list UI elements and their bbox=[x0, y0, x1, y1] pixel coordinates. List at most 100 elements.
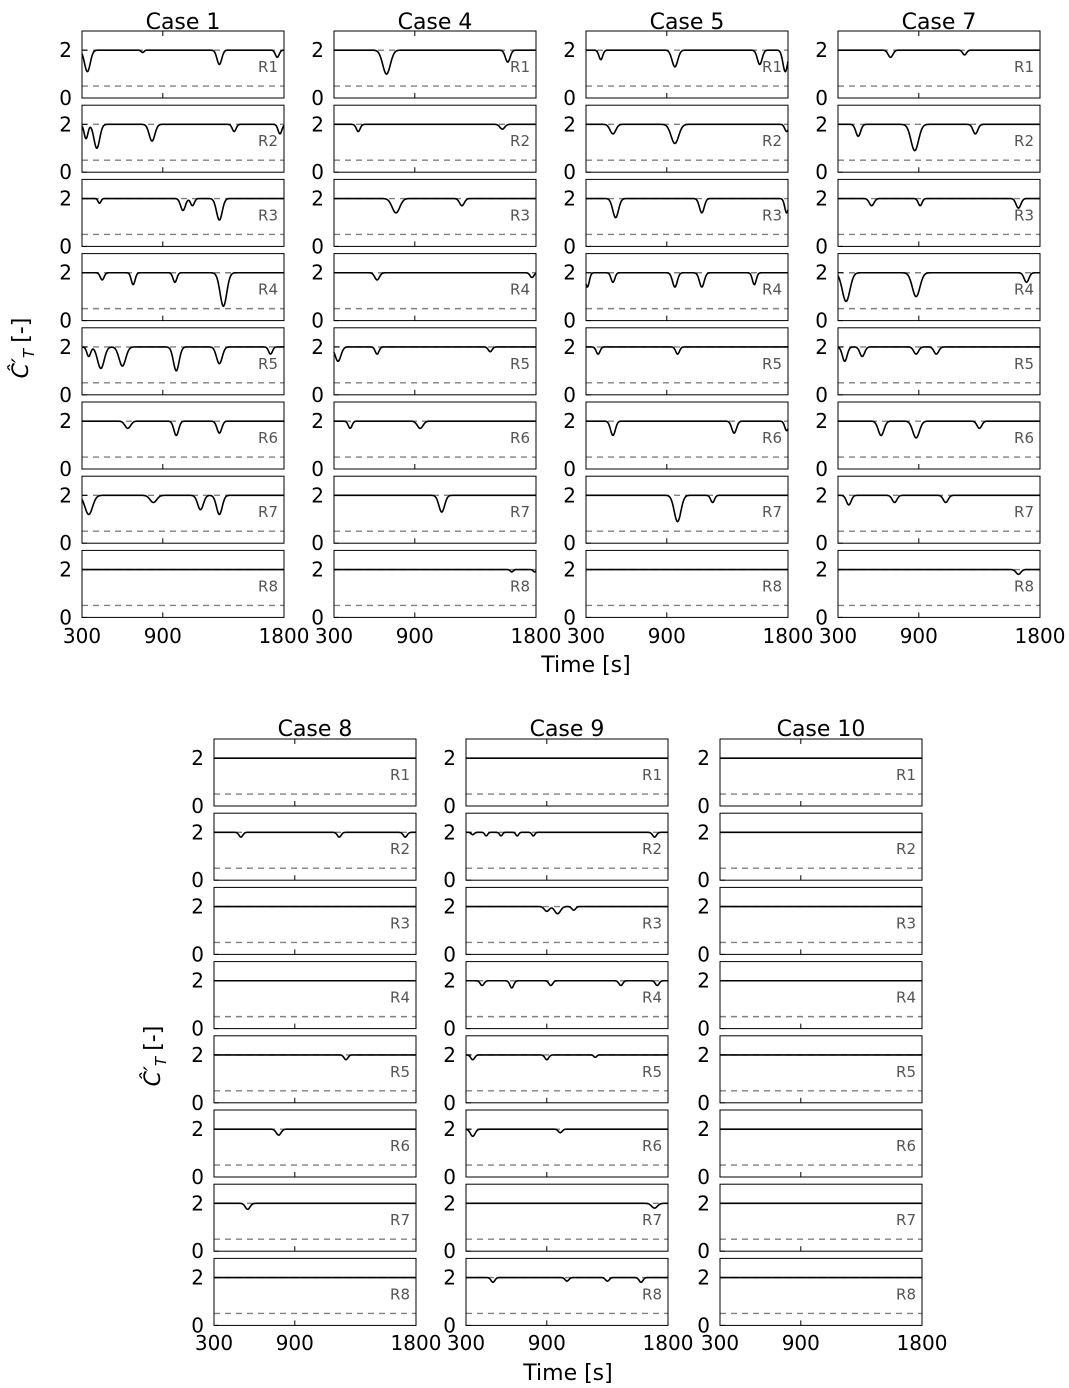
panel-frame bbox=[837, 253, 1041, 322]
row-label: R4 bbox=[896, 989, 916, 1007]
panel-r6: 0 2 R6 bbox=[443, 1109, 669, 1189]
y-tick-label: 0 bbox=[563, 383, 576, 407]
y-tick-label: 0 bbox=[59, 457, 72, 481]
panel-frame bbox=[333, 475, 537, 544]
panel-r5: 0 2 R5 bbox=[59, 327, 285, 407]
series-line bbox=[81, 123, 285, 149]
panel-r2: 0 2 R2 bbox=[697, 812, 923, 892]
column-title: Case 8 bbox=[278, 717, 353, 742]
y-tick-label: 0 bbox=[191, 1017, 204, 1041]
panel-frame bbox=[213, 1035, 417, 1104]
x-tick-label: 300 bbox=[195, 1331, 233, 1355]
y-tick-label: 0 bbox=[59, 86, 72, 110]
row-label: R3 bbox=[1014, 206, 1034, 224]
panel-frame bbox=[465, 1257, 669, 1326]
row-label: R3 bbox=[762, 206, 782, 224]
y-tick-label: 2 bbox=[443, 969, 456, 993]
row-label: R3 bbox=[896, 914, 916, 932]
row-label: R2 bbox=[258, 132, 278, 150]
x-tick-label: 300 bbox=[447, 1331, 485, 1355]
y-tick-label: 0 bbox=[311, 86, 324, 110]
y-tick-label: 0 bbox=[311, 531, 324, 555]
y-tick-label: 2 bbox=[697, 1117, 710, 1141]
series-line bbox=[333, 346, 537, 363]
panel-r5: 0 2 R5 bbox=[815, 327, 1041, 407]
y-tick-label: 2 bbox=[191, 1043, 204, 1067]
y-tick-label: 2 bbox=[815, 483, 828, 507]
y-tick-label: 2 bbox=[191, 1191, 204, 1215]
series-line bbox=[333, 420, 537, 430]
y-tick-label: 0 bbox=[815, 160, 828, 184]
y-tick-label: 2 bbox=[815, 261, 828, 285]
panel-frame bbox=[81, 549, 285, 618]
panel-r7: 0 2 R7 bbox=[311, 475, 537, 555]
y-tick-label: 0 bbox=[563, 605, 576, 629]
row-label: R1 bbox=[390, 766, 410, 784]
panel-r7: 0 2 R7 bbox=[443, 1183, 669, 1263]
panel-r5: 0 2 R5 bbox=[311, 327, 537, 407]
x-tick-label: 300 bbox=[701, 1331, 739, 1355]
panel-frame bbox=[719, 886, 923, 955]
panel-frame bbox=[213, 961, 417, 1030]
row-label: R1 bbox=[762, 58, 782, 76]
panel-r4: 0 2 R4 bbox=[311, 253, 537, 333]
panel-frame bbox=[719, 1035, 923, 1104]
panel-r6: 0 2 R6 bbox=[59, 401, 285, 481]
panel-r7: 0 2 R7 bbox=[191, 1183, 417, 1263]
y-tick-label: 0 bbox=[815, 234, 828, 258]
x-tick-label: 900 bbox=[528, 1331, 566, 1355]
panel-r5: 0 2 R5 bbox=[191, 1035, 417, 1115]
row-label: R6 bbox=[390, 1137, 410, 1155]
panel-r3: 0 2 R3 bbox=[815, 178, 1041, 258]
y-tick-label: 0 bbox=[697, 1313, 710, 1337]
row-label: R2 bbox=[390, 840, 410, 858]
y-tick-label: 0 bbox=[443, 1017, 456, 1041]
y-tick-label: 2 bbox=[59, 409, 72, 433]
y-tick-label: 2 bbox=[59, 483, 72, 507]
panel-frame bbox=[81, 475, 285, 544]
series-line bbox=[837, 494, 1041, 506]
panel-r2: 0 2 R2 bbox=[815, 104, 1041, 184]
panel-frame bbox=[585, 178, 789, 247]
y-axis-subscript: T bbox=[152, 1055, 170, 1066]
y-tick-label: 2 bbox=[563, 409, 576, 433]
series-line bbox=[585, 123, 789, 145]
row-label: R2 bbox=[510, 132, 530, 150]
y-tick-label: 0 bbox=[59, 605, 72, 629]
y-tick-label: 0 bbox=[563, 160, 576, 184]
panel-r4: 0 2 R4 bbox=[59, 253, 285, 333]
panel-r3: 0 2 R3 bbox=[697, 886, 923, 966]
y-tick-label: 0 bbox=[815, 531, 828, 555]
panel-frame bbox=[585, 327, 789, 396]
row-label: R1 bbox=[510, 58, 530, 76]
panel-r6: 0 2 R6 bbox=[815, 401, 1041, 481]
panel-r2: 0 2 R2 bbox=[311, 104, 537, 184]
panel-r3: 0 2 R3 bbox=[311, 178, 537, 258]
row-label: R2 bbox=[642, 840, 662, 858]
y-tick-label: 0 bbox=[697, 794, 710, 818]
y-tick-label: 2 bbox=[563, 187, 576, 211]
panel-r1: 0 2 R1 bbox=[443, 738, 669, 818]
row-label: R5 bbox=[258, 355, 278, 373]
panel-frame bbox=[81, 30, 285, 99]
column-case-1: Case 102R102R202R302R402R502R602R702R830… bbox=[59, 10, 309, 648]
x-tick-label: 1800 bbox=[643, 1331, 694, 1355]
panel-r1: 0 2 R1 bbox=[191, 738, 417, 818]
panel-r7: 0 2 R7 bbox=[563, 475, 789, 555]
series-line bbox=[837, 123, 1041, 152]
y-tick-label: 0 bbox=[59, 383, 72, 407]
panel-r6: 0 2 R6 bbox=[697, 1109, 923, 1189]
panel-frame bbox=[81, 401, 285, 470]
series-line bbox=[837, 49, 1041, 59]
panel-r1: 0 2 R1 bbox=[311, 30, 537, 110]
row-label: R4 bbox=[762, 281, 782, 299]
panel-frame bbox=[465, 1035, 669, 1104]
panel-frame bbox=[837, 104, 1041, 173]
row-label: R4 bbox=[510, 281, 530, 299]
y-tick-label: 2 bbox=[563, 38, 576, 62]
y-tick-label: 2 bbox=[697, 820, 710, 844]
x-tick-label: 900 bbox=[144, 624, 182, 648]
y-tick-label: 0 bbox=[191, 794, 204, 818]
panel-r7: 0 2 R7 bbox=[815, 475, 1041, 555]
panel-frame bbox=[333, 104, 537, 173]
